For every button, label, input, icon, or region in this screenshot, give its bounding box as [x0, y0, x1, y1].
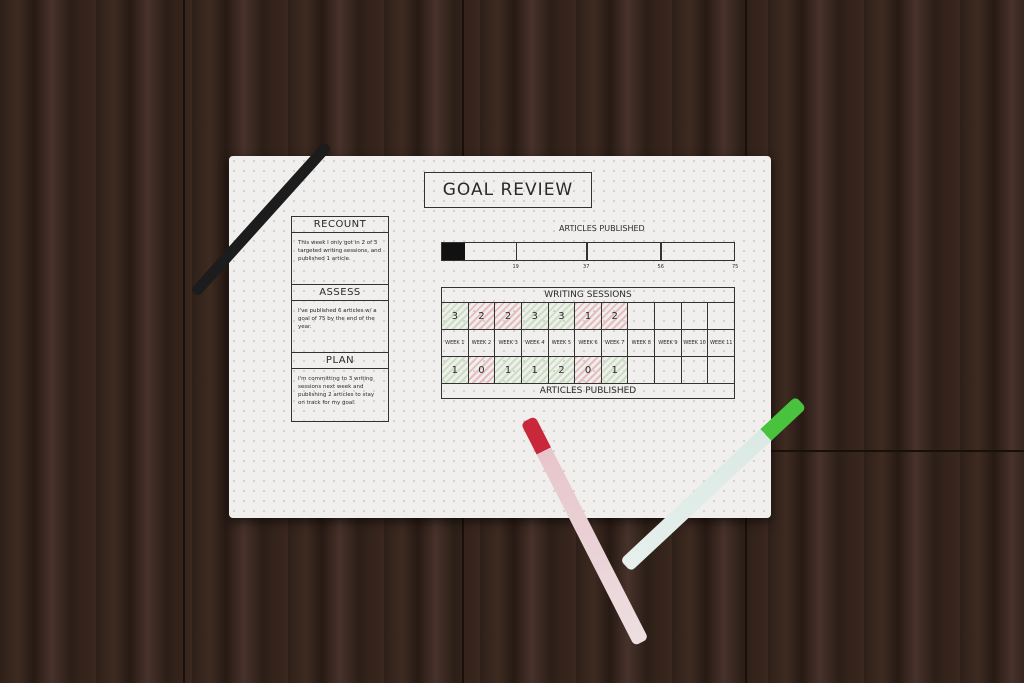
session-count: 3 — [442, 303, 469, 329]
week-label: WEEK 10 — [682, 330, 709, 356]
article-count — [628, 357, 656, 383]
week-label: WEEK 4 — [522, 330, 549, 356]
article-count: 0 — [575, 357, 602, 383]
week-label: WEEK 11 — [709, 339, 733, 346]
week-label: WEEK 9 — [655, 330, 682, 356]
article-count: 1 — [521, 357, 549, 383]
progress-divider — [515, 243, 518, 260]
session-count: 2 — [601, 303, 629, 329]
session-count: 3 — [548, 303, 576, 329]
progress-divider — [586, 243, 588, 260]
tracker-footer: ARTICLES PUBLISHED — [539, 386, 637, 396]
article-count: 0 — [468, 357, 496, 383]
section-heading: ASSESS — [292, 285, 388, 301]
article-count — [682, 357, 709, 383]
session-count: 2 — [495, 303, 522, 329]
session-count: 1 — [575, 303, 602, 329]
article-count — [708, 357, 734, 383]
week-label: WEEK 3 — [495, 330, 522, 356]
page-title: GOAL REVIEW — [424, 172, 592, 208]
session-count — [682, 303, 709, 329]
section-text: This week I only got in 2 of 3 targeted … — [292, 233, 388, 285]
progress-fill — [442, 243, 466, 260]
section-heading: PLAN — [292, 353, 388, 369]
review-sections: RECOUNT This week I only got in 2 of 3 t… — [291, 216, 389, 422]
article-count: 1 — [442, 357, 469, 383]
week-label: WEEK 5 — [549, 330, 576, 356]
plank-seam — [183, 0, 185, 683]
progress-tick-label: 37 — [583, 264, 590, 270]
goal-review-sheet: GOAL REVIEW RECOUNT This week I only got… — [229, 156, 771, 518]
section-text: I'm committing to 3 writing sessions nex… — [298, 376, 375, 406]
tracker-header: WRITING SESSIONS — [442, 288, 734, 303]
article-count: 2 — [548, 357, 576, 383]
section-text: I've published 6 articles w/ a goal of 7… — [292, 301, 388, 353]
progress-title: ARTICLES PUBLISHED — [559, 224, 645, 233]
session-count: 3 — [521, 303, 549, 329]
session-count: 2 — [468, 303, 496, 329]
progress-tick-label: 75 — [732, 264, 739, 270]
progress-tick-label: 56 — [657, 264, 664, 270]
week-label: WEEK 7 — [602, 330, 629, 356]
week-label: WEEK 8 — [628, 330, 656, 356]
session-count — [628, 303, 656, 329]
session-count — [708, 303, 734, 329]
plank-seam — [770, 450, 1024, 452]
week-label: WEEK 2 — [469, 330, 496, 356]
section-heading: RECOUNT — [292, 217, 388, 233]
progress-divider — [660, 243, 662, 260]
progress-bar — [441, 242, 735, 261]
session-count — [655, 303, 682, 329]
article-count — [655, 357, 682, 383]
article-count: 1 — [601, 357, 629, 383]
article-count: 1 — [495, 357, 522, 383]
progress-tick-label: 19 — [512, 264, 519, 270]
week-label: WEEK 6 — [575, 330, 602, 356]
weeks-row: WEEK 1 WEEK 2 WEEK 3 WEEK 4 WEEK 5 WEEK 6 WEEK… — [442, 330, 734, 357]
week-label: WEEK 1 — [442, 330, 469, 356]
